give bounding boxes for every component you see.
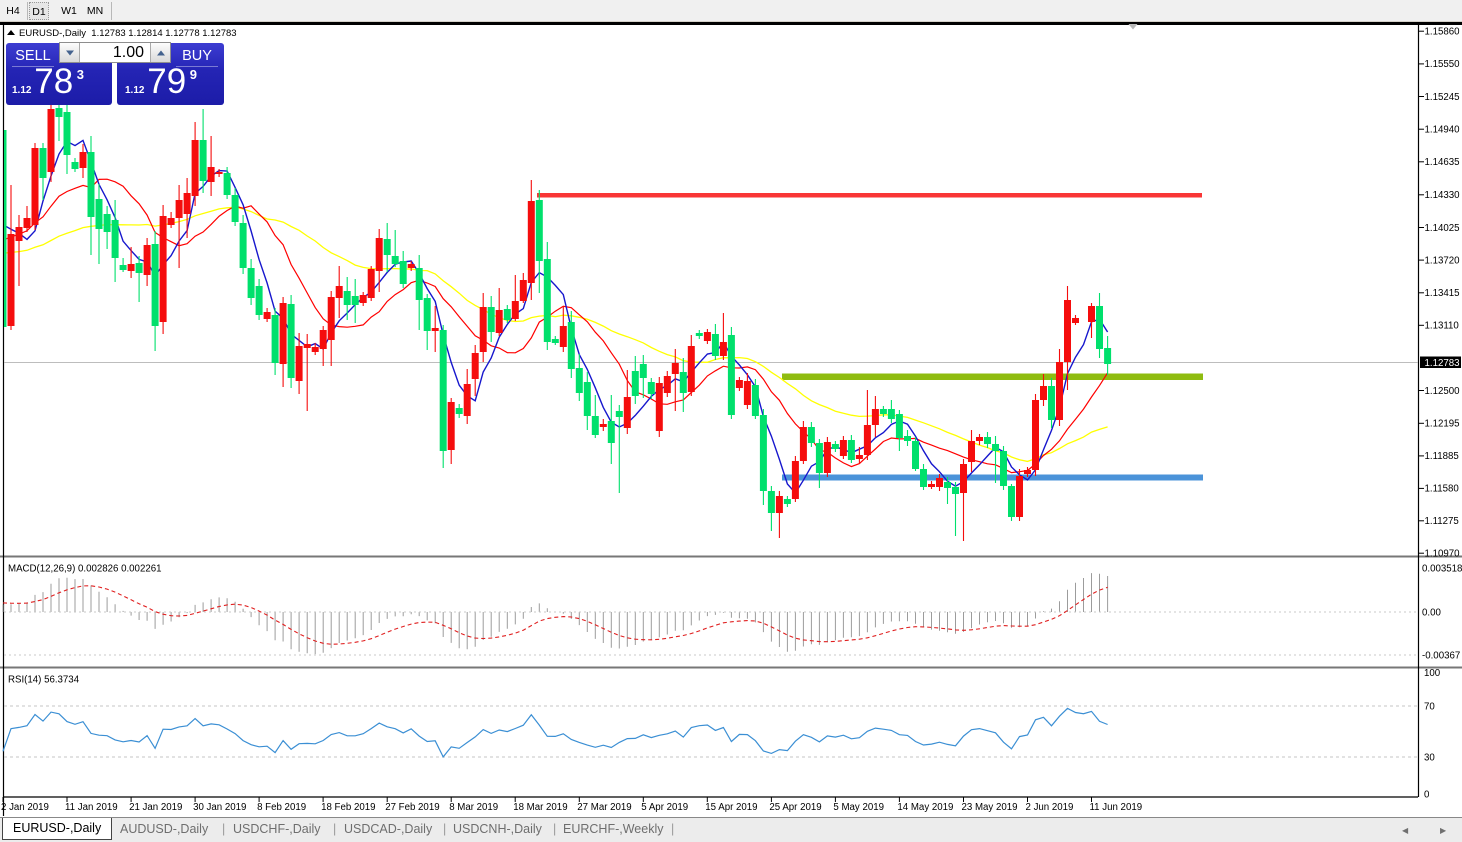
svg-text:30: 30 bbox=[1424, 752, 1435, 763]
svg-text:1.15245: 1.15245 bbox=[1425, 92, 1460, 103]
svg-text:11 Jan 2019: 11 Jan 2019 bbox=[65, 802, 118, 813]
svg-text:1.13720: 1.13720 bbox=[1425, 255, 1461, 266]
svg-text:0.003518: 0.003518 bbox=[1422, 563, 1462, 574]
svg-text:1.11580: 1.11580 bbox=[1425, 484, 1460, 495]
svg-text:27 Mar 2019: 27 Mar 2019 bbox=[577, 802, 631, 813]
svg-text:25 Apr 2019: 25 Apr 2019 bbox=[769, 802, 821, 813]
svg-text:1.14635: 1.14635 bbox=[1425, 157, 1460, 168]
svg-text:2 Jan 2019: 2 Jan 2019 bbox=[1, 802, 49, 813]
svg-text:-0.00367: -0.00367 bbox=[1422, 650, 1460, 661]
svg-text:15 Apr 2019: 15 Apr 2019 bbox=[705, 802, 757, 813]
svg-text:1.12195: 1.12195 bbox=[1425, 419, 1460, 430]
svg-text:5 Apr 2019: 5 Apr 2019 bbox=[641, 802, 688, 813]
svg-text:18 Mar 2019: 18 Mar 2019 bbox=[513, 802, 567, 813]
svg-text:8 Feb 2019: 8 Feb 2019 bbox=[257, 802, 306, 813]
svg-text:70: 70 bbox=[1424, 701, 1435, 712]
svg-text:100: 100 bbox=[1424, 668, 1441, 679]
svg-text:23 May 2019: 23 May 2019 bbox=[962, 802, 1018, 813]
svg-text:1.13110: 1.13110 bbox=[1425, 321, 1460, 332]
svg-text:21 Jan 2019: 21 Jan 2019 bbox=[129, 802, 182, 813]
svg-text:0: 0 bbox=[1424, 790, 1430, 801]
svg-text:1.14025: 1.14025 bbox=[1425, 223, 1460, 234]
svg-text:0.00: 0.00 bbox=[1422, 607, 1441, 618]
svg-text:1.14330: 1.14330 bbox=[1425, 190, 1461, 201]
svg-text:1.15550: 1.15550 bbox=[1425, 59, 1461, 70]
svg-text:1.11885: 1.11885 bbox=[1425, 451, 1459, 462]
svg-text:1.10970: 1.10970 bbox=[1425, 549, 1461, 560]
svg-text:1.13415: 1.13415 bbox=[1425, 288, 1460, 299]
svg-text:1.11275: 1.11275 bbox=[1425, 516, 1459, 527]
svg-text:30 Jan 2019: 30 Jan 2019 bbox=[193, 802, 246, 813]
svg-text:27 Feb 2019: 27 Feb 2019 bbox=[385, 802, 439, 813]
svg-text:1.12783: 1.12783 bbox=[1425, 358, 1460, 369]
svg-text:1.12500: 1.12500 bbox=[1425, 386, 1461, 397]
svg-text:11 Jun 2019: 11 Jun 2019 bbox=[1090, 802, 1143, 813]
svg-text:14 May 2019: 14 May 2019 bbox=[897, 802, 953, 813]
svg-text:2 Jun 2019: 2 Jun 2019 bbox=[1026, 802, 1074, 813]
svg-text:RSI(14) 56.3734: RSI(14) 56.3734 bbox=[8, 675, 80, 686]
svg-text:1.15860: 1.15860 bbox=[1425, 27, 1461, 38]
svg-text:1.14940: 1.14940 bbox=[1425, 125, 1461, 136]
svg-text:8 Mar 2019: 8 Mar 2019 bbox=[449, 802, 498, 813]
svg-text:5 May 2019: 5 May 2019 bbox=[833, 802, 884, 813]
svg-text:MACD(12,26,9) 0.002826 0.00226: MACD(12,26,9) 0.002826 0.002261 bbox=[8, 564, 162, 575]
svg-text:18 Feb 2019: 18 Feb 2019 bbox=[321, 802, 375, 813]
